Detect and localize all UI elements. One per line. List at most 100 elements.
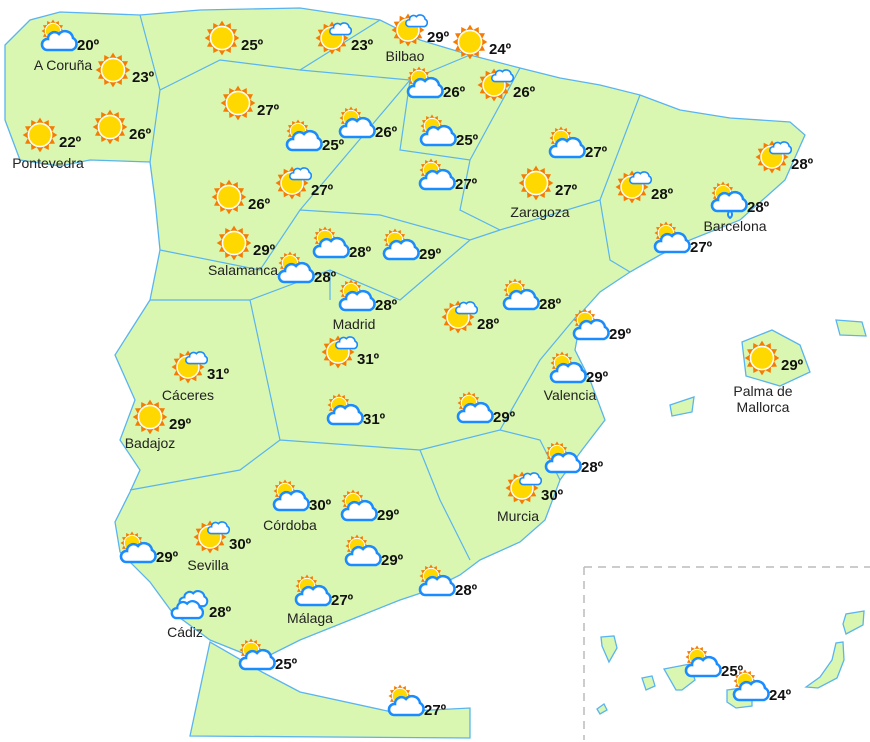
temperature: 26º [375, 124, 398, 141]
weather-marker[interactable]: 23º [316, 22, 374, 55]
city-label: Cádiz [167, 624, 203, 640]
temperature: 28º [349, 244, 372, 261]
temperature: 28º [747, 199, 770, 216]
weather-marker[interactable]: 28º Madrid [333, 279, 398, 332]
temperature: 29º [381, 552, 404, 569]
weather-marker[interactable]: 26º [339, 106, 398, 141]
weather-marker[interactable]: 28º [419, 564, 478, 599]
temperature: 27º [555, 182, 578, 199]
weather-marker[interactable]: 29º [383, 228, 442, 263]
weather-marker[interactable]: 26º [407, 66, 466, 101]
temperature: 25º [241, 37, 264, 54]
temperature: 31º [357, 351, 380, 368]
city-label: Córdoba [263, 517, 317, 533]
temperature: 28º [651, 186, 674, 203]
weather-marker[interactable]: 29º [120, 531, 179, 566]
temperature: 29º [419, 246, 442, 263]
temperature: 27º [455, 176, 478, 193]
weather-marker[interactable]: 29º [457, 391, 516, 426]
temperature: 28º [314, 269, 337, 286]
weather-marker[interactable]: 28º [278, 251, 337, 286]
temperature: 29º [493, 409, 516, 426]
city-label: Madrid [333, 316, 376, 332]
cloud-sun-icon [685, 645, 720, 676]
weather-marker[interactable]: 26º [93, 110, 152, 145]
temperature: 28º [791, 156, 814, 173]
weather-marker[interactable]: 27º [654, 221, 713, 256]
city-label: Salamanca [208, 262, 278, 278]
temperature: 22º [59, 134, 82, 151]
city-label: Pontevedra [12, 155, 84, 171]
weather-marker[interactable]: 27º Zaragoza [510, 166, 578, 220]
mainland [4, 7, 806, 739]
weather-marker[interactable]: 29º Salamanca [208, 226, 278, 278]
city-label: A Coruña [34, 57, 93, 73]
temperature: 24º [769, 687, 792, 704]
weather-marker[interactable]: 31º [327, 393, 386, 428]
weather-marker[interactable]: 25º [420, 114, 479, 149]
weather-marker[interactable]: 23º [96, 53, 155, 88]
weather-marker[interactable]: 20º A Coruña [34, 19, 100, 73]
weather-marker[interactable]: 27º [549, 126, 608, 161]
temperature: 25º [456, 132, 479, 149]
city-label: Bilbao [386, 48, 425, 64]
temperature: 28º [539, 296, 562, 313]
weather-marker[interactable]: 31º [322, 336, 380, 369]
weather-marker[interactable]: 28º [503, 278, 562, 313]
temperature: 28º [581, 459, 604, 476]
weather-marker[interactable]: 28º Cádiz [167, 591, 232, 640]
city-label: Barcelona [703, 218, 766, 234]
temperature: 27º [585, 144, 608, 161]
weather-marker[interactable]: 26º [212, 180, 271, 215]
city-label: Zaragoza [510, 204, 569, 220]
weather-marker[interactable]: 24º [453, 25, 512, 60]
temperature: 28º [455, 582, 478, 599]
weather-marker[interactable]: 30º Córdoba [263, 479, 332, 533]
weather-marker[interactable]: 26º [478, 69, 536, 102]
weather-marker[interactable]: 29º [341, 489, 400, 524]
weather-marker[interactable]: 27º [276, 167, 334, 200]
weather-marker[interactable]: 27º [221, 86, 280, 121]
weather-marker[interactable]: 28º [616, 171, 674, 204]
weather-marker[interactable]: 25º [205, 21, 264, 56]
temperature: 29º [781, 357, 804, 374]
weather-marker[interactable]: 25º [239, 638, 298, 673]
temperature: 29º [586, 369, 609, 386]
weather-marker[interactable]: 31º Cáceres [162, 351, 230, 404]
temperature: 27º [257, 102, 280, 119]
weather-marker[interactable]: 29º Badajoz [125, 400, 192, 451]
temperature: 31º [363, 411, 386, 428]
weather-marker[interactable]: 28º [313, 226, 372, 261]
weather-marker[interactable]: 28º [545, 441, 604, 476]
temperature: 29º [253, 242, 276, 259]
weather-marker[interactable]: 27º [388, 684, 447, 719]
temperature: 30º [309, 497, 332, 514]
weather-marker[interactable]: 28º [756, 141, 814, 174]
temperature: 23º [351, 37, 374, 54]
weather-marker[interactable]: 29º [345, 534, 404, 569]
weather-marker[interactable]: 24º [733, 669, 792, 704]
weather-marker[interactable]: 22º Pontevedra [12, 118, 84, 171]
weather-marker[interactable]: 27º [419, 158, 478, 193]
temperature: 25º [275, 656, 298, 673]
weather-marker[interactable]: 25º [685, 645, 744, 680]
temperature: 29º [156, 549, 179, 566]
temperature: 26º [129, 126, 152, 143]
weather-marker[interactable]: 25º [286, 119, 345, 154]
city-label: Murcia [497, 508, 539, 524]
weather-marker[interactable]: 28º [442, 301, 500, 334]
weather-marker[interactable]: 29º [573, 308, 632, 343]
temperature: 28º [209, 604, 232, 621]
temperature: 29º [609, 326, 632, 343]
weather-marker[interactable]: 29º Palma de Mallorca [733, 341, 804, 415]
temperature: 27º [424, 702, 447, 719]
weather-marker[interactable]: 28º Barcelona [703, 181, 770, 234]
temperature: 30º [541, 487, 564, 504]
temperature: 30º [229, 536, 252, 553]
